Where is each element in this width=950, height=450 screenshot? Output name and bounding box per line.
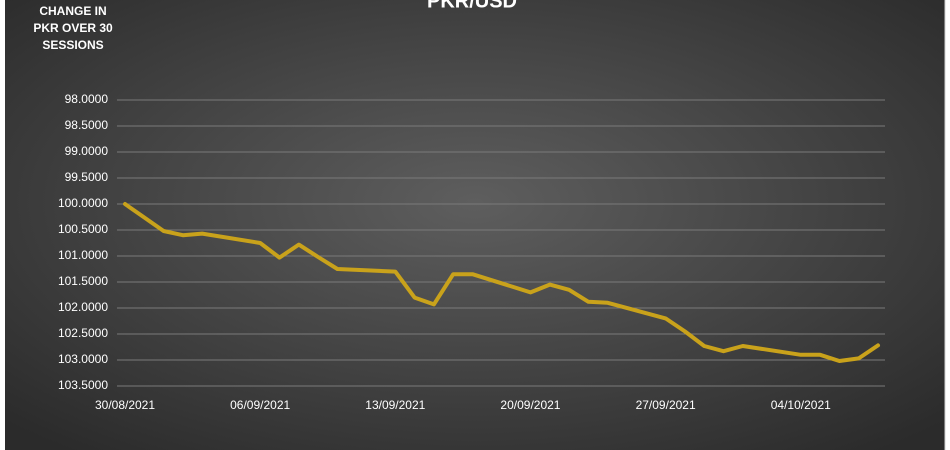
y-tick-label: 101.5000 bbox=[58, 274, 108, 288]
y-axis-title: CHANGE IN PKR OVER 30 SESSIONS bbox=[33, 4, 113, 52]
line bbox=[123, 202, 880, 363]
y-tick-label: 102.5000 bbox=[58, 326, 108, 340]
y-tick-label: 99.5000 bbox=[65, 170, 109, 184]
x-tick-label: 06/09/2021 bbox=[230, 398, 290, 412]
x-tick-label: 30/08/2021 bbox=[95, 398, 155, 412]
x-tick-label: 27/09/2021 bbox=[636, 398, 696, 412]
y-tick-label: 101.0000 bbox=[58, 248, 108, 262]
x-tick-label: 04/10/2021 bbox=[771, 398, 831, 412]
y-tick-label: 98.0000 bbox=[65, 92, 109, 106]
y-tick-label: 98.5000 bbox=[65, 118, 109, 132]
chart-background bbox=[5, 0, 945, 450]
y-tick-label: 100.5000 bbox=[58, 222, 108, 236]
y-tick-label: 102.0000 bbox=[58, 300, 108, 314]
x-tick-label: 20/09/2021 bbox=[500, 398, 560, 412]
x-tick-label: 13/09/2021 bbox=[365, 398, 425, 412]
y-tick-label: 100.0000 bbox=[58, 196, 108, 210]
y-tick-label: 103.0000 bbox=[58, 352, 108, 366]
chart-title: PKR/USD bbox=[427, 0, 517, 12]
y-tick-label: 99.0000 bbox=[65, 144, 109, 158]
y-tick-label: 103.5000 bbox=[58, 378, 108, 392]
